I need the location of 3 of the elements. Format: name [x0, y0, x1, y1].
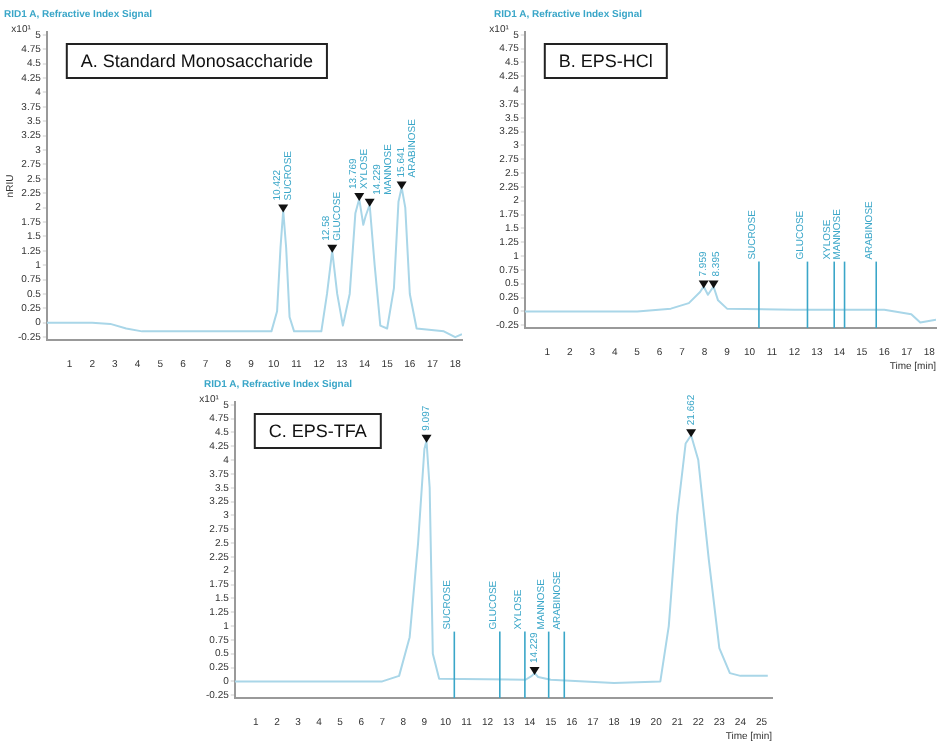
text: A. Standard Monosaccharide	[80, 50, 313, 71]
text: C. EPS-TFA	[268, 420, 367, 441]
text: B. EPS-HCl	[558, 50, 653, 71]
